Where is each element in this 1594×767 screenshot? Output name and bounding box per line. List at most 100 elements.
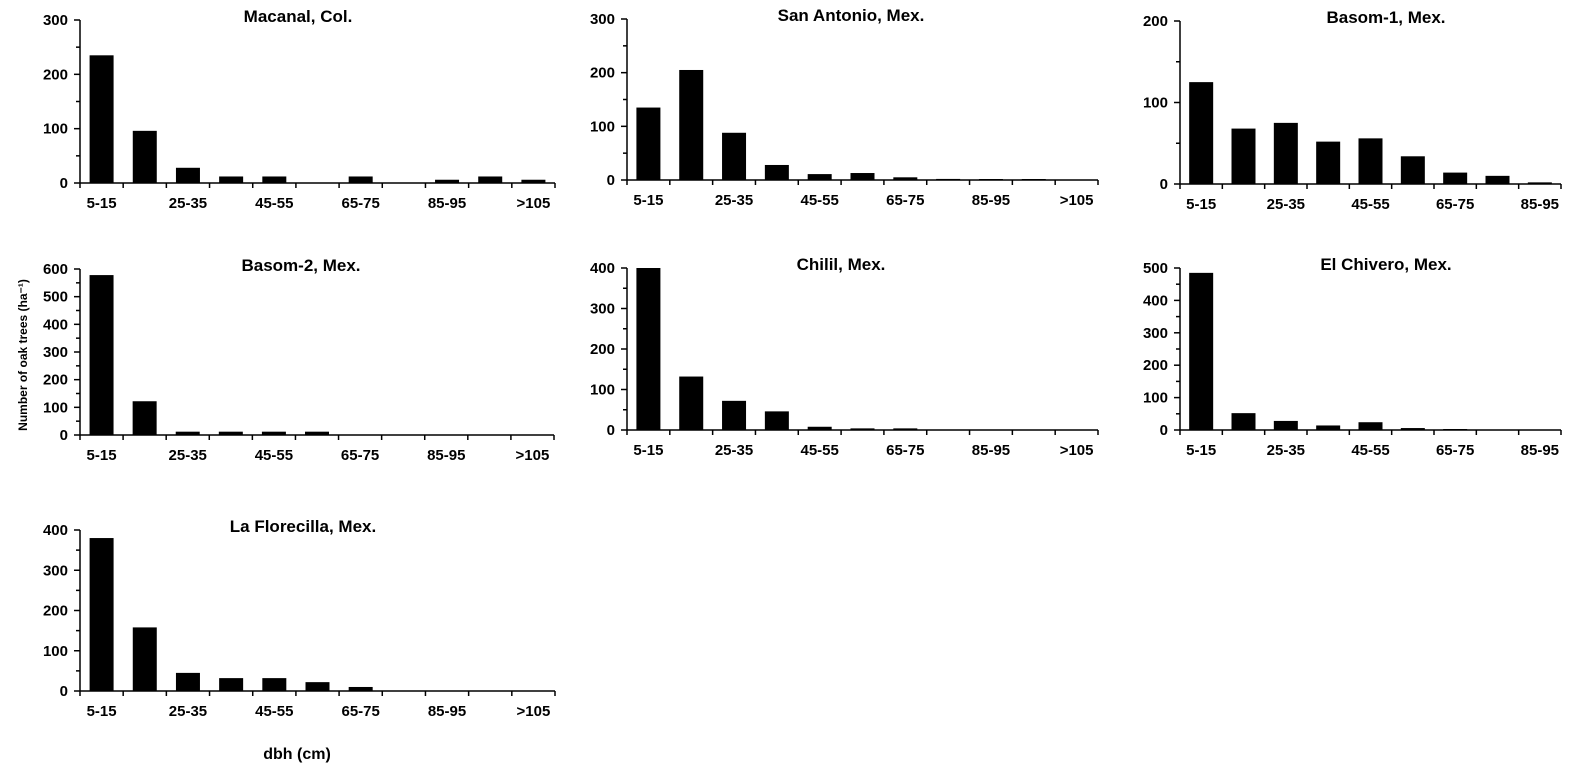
bar [1443, 172, 1468, 184]
bar [1316, 425, 1341, 430]
chart-title: La Florecilla, Mex. [230, 517, 376, 536]
chart-title: Basom-2, Mex. [241, 256, 360, 275]
y-tick-label: 300 [43, 12, 68, 29]
y-tick-label: 200 [43, 66, 68, 83]
y-tick-label: 300 [1143, 325, 1168, 342]
bar [764, 164, 789, 180]
bar [435, 179, 460, 183]
chart-panel-6: El Chivero, Mex. 0 100 200 300 400 500 5-15 25-3… [1143, 255, 1562, 459]
y-tick-label: 200 [590, 65, 615, 82]
x-tick-label: 45-55 [1351, 442, 1389, 459]
x-tick-label: 45-55 [800, 442, 838, 459]
bar [175, 167, 200, 183]
bar [348, 176, 373, 183]
bar [262, 176, 287, 183]
bar [850, 428, 875, 430]
bar [1273, 122, 1298, 184]
bar [89, 538, 114, 691]
x-tick-label: 25-35 [169, 195, 207, 212]
bar [305, 682, 330, 691]
bar [1358, 138, 1383, 184]
x-tick-label: 5-15 [87, 195, 117, 212]
x-tick-label: 25-35 [715, 442, 753, 459]
x-tick-label: 85-95 [427, 447, 465, 464]
y-tick-label: 600 [43, 261, 68, 278]
bar [1273, 420, 1298, 430]
y-tick-label: 300 [590, 11, 615, 28]
y-tick-label: 400 [1143, 292, 1168, 309]
y-tick-label: 400 [43, 316, 68, 333]
x-tick-label: >105 [517, 195, 551, 212]
y-tick-label: 200 [43, 603, 68, 620]
chart-panel-5: Chilil, Mex. 0 100 200 300 400 5-15 25-35 45-55 6… [590, 255, 1099, 459]
bar [219, 678, 244, 691]
x-tick-label: >105 [516, 447, 550, 464]
chart-panel-7: La Florecilla, Mex. 0 100 200 300 400 5-15 25-3… [43, 517, 556, 720]
x-tick-label: 65-75 [1436, 196, 1474, 213]
x-tick-label: 65-75 [341, 703, 379, 720]
x-tick-label: 65-75 [886, 442, 924, 459]
x-tick-label: >105 [517, 703, 551, 720]
bar [893, 177, 918, 180]
bar [1021, 179, 1046, 180]
bar [1400, 156, 1425, 184]
chart-title: Macanal, Col. [244, 7, 353, 26]
y-tick-label: 0 [1160, 176, 1168, 193]
y-tick-label: 300 [590, 301, 615, 318]
bar [850, 173, 875, 180]
y-tick-label: 0 [60, 683, 68, 700]
y-tick-label: 0 [607, 422, 615, 439]
bar [132, 401, 157, 435]
bar [1400, 428, 1425, 430]
x-tick-label: 5-15 [1186, 442, 1216, 459]
x-tick-label: 65-75 [341, 195, 379, 212]
x-axis-label: dbh (cm) [263, 746, 331, 763]
bar [722, 400, 747, 430]
bar [807, 426, 832, 430]
bar [636, 107, 661, 180]
bar [521, 179, 546, 183]
chart-title: San Antonio, Mex. [778, 6, 925, 25]
chart-title: Basom-1, Mex. [1326, 8, 1445, 27]
bar [1231, 128, 1256, 184]
x-tick-label: 5-15 [633, 442, 663, 459]
bar [132, 627, 157, 691]
y-tick-label: 200 [1143, 13, 1168, 30]
bar [1485, 175, 1510, 184]
x-tick-label: 85-95 [428, 703, 466, 720]
bar [722, 132, 747, 180]
y-tick-label: 100 [43, 643, 68, 660]
chart-panel-4: Basom-2, Mex. 0 100 200 300 400 500 600 5-15 25-3… [43, 256, 555, 464]
bar [1231, 413, 1256, 430]
y-tick-label: 100 [43, 399, 68, 416]
bar [636, 268, 661, 430]
x-tick-label: 5-15 [633, 192, 663, 209]
chart-title: El Chivero, Mex. [1320, 255, 1451, 274]
bar [893, 428, 918, 430]
x-tick-label: 25-35 [715, 192, 753, 209]
bar [132, 130, 157, 183]
x-tick-label: 65-75 [341, 447, 379, 464]
bar [679, 69, 704, 180]
y-tick-label: 0 [60, 175, 68, 192]
bar [89, 275, 114, 435]
x-tick-label: 25-35 [1267, 442, 1305, 459]
bar [89, 55, 114, 183]
y-tick-label: 100 [43, 121, 68, 138]
y-axis-label: Number of oak trees (ha⁻¹) [16, 279, 30, 431]
bar [305, 431, 329, 435]
y-tick-label: 500 [1143, 260, 1168, 277]
bar [262, 678, 287, 691]
y-tick-label: 100 [1143, 390, 1168, 407]
bar [1527, 182, 1552, 184]
x-tick-label: 25-35 [1267, 196, 1305, 213]
bar [1443, 429, 1468, 430]
x-tick-label: 85-95 [428, 195, 466, 212]
bar [807, 174, 832, 180]
bar [978, 179, 1003, 180]
x-tick-label: >105 [1060, 442, 1094, 459]
chart-panel-1: Macanal, Col. 0 100 200 300 5-15 25-35 45-55 65-… [43, 7, 556, 212]
y-tick-label: 0 [60, 427, 68, 444]
bar [679, 376, 704, 430]
